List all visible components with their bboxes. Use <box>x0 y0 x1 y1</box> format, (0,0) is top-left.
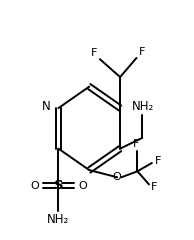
Text: F: F <box>151 182 158 192</box>
Text: NH₂: NH₂ <box>132 100 154 113</box>
Text: S: S <box>54 179 63 192</box>
Text: O: O <box>30 181 39 191</box>
Text: F: F <box>91 48 98 58</box>
Text: F: F <box>154 156 161 166</box>
Text: F: F <box>139 47 145 57</box>
Text: O: O <box>78 181 87 191</box>
Text: O: O <box>113 172 122 182</box>
Text: F: F <box>133 139 140 149</box>
Text: NH₂: NH₂ <box>47 213 70 226</box>
Text: N: N <box>42 100 50 113</box>
